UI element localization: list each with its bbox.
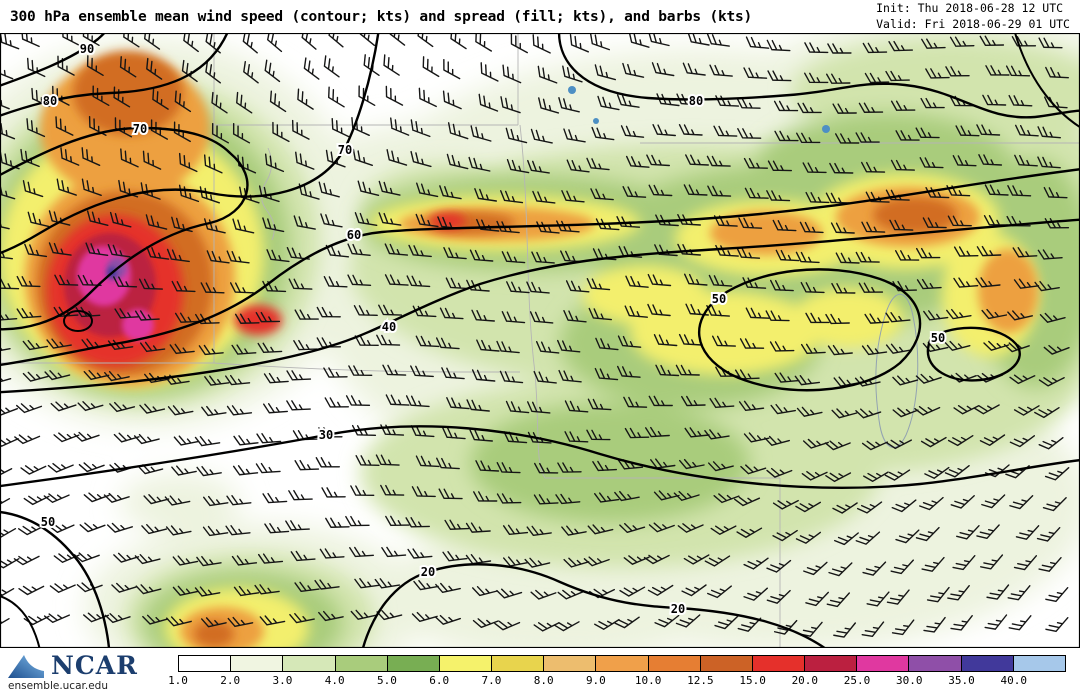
contour-label: 70 — [133, 122, 147, 136]
colorbar-tick-label: 9.0 — [585, 674, 606, 687]
header: 300 hPa ensemble mean wind speed (contou… — [0, 0, 1080, 33]
colorbar-tick-label: 3.0 — [272, 674, 293, 687]
colorbar-segment — [857, 656, 910, 671]
colorbar-tick-label: 20.0 — [791, 674, 819, 687]
colorbar-segment — [700, 656, 753, 671]
product-title: 300 hPa ensemble mean wind speed (contou… — [10, 8, 753, 25]
contour-label: 80 — [43, 94, 57, 108]
valid-time: Valid: Fri 2018-06-29 01 UTC — [876, 16, 1070, 31]
colorbar-segment — [596, 656, 649, 671]
colorbar-segment — [492, 656, 545, 671]
colorbar — [178, 655, 1066, 672]
colorbar-segment — [909, 656, 962, 671]
colorbar-segment — [805, 656, 858, 671]
footer: NCAR ensemble.ucar.edu 1.0 2.0 3.0 4.0 5.0 6.… — [0, 648, 1080, 693]
colorbar-labels: 1.0 2.0 3.0 4.0 5.0 6.0 7.0 8.0 9.0 10.0 12.5 15.0 2… — [168, 674, 1066, 687]
colorbar-tick-label: 25.0 — [843, 674, 871, 687]
init-time: Init: Thu 2018-06-28 12 UTC — [876, 0, 1064, 15]
map-area: 90 80 70 70 80 60 50 50 40 30 50 20 20 — [0, 33, 1080, 648]
colorbar-segment — [179, 656, 232, 671]
colorbar-tick-label: 12.5 — [687, 674, 714, 687]
run-times: Init: Thu 2018-06-28 12 UTC Valid: Fri 2… — [876, 1, 1070, 32]
contour-label: 50 — [41, 515, 55, 529]
colorbar-segment — [387, 656, 440, 671]
contour-label: 20 — [671, 602, 685, 616]
colorbar-tick-label: 5.0 — [377, 674, 397, 687]
contour-label: 50 — [712, 292, 726, 306]
colorbar-segment — [335, 656, 388, 671]
colorbar-segment — [439, 656, 493, 671]
colorbar-tick-label: 35.0 — [948, 674, 975, 687]
weather-map-svg: 90 80 70 70 80 60 50 50 40 30 50 20 20 — [0, 33, 1080, 648]
colorbar-tick-label: 6.0 — [429, 674, 450, 687]
colorbar-segment — [231, 656, 284, 671]
contour-label: 60 — [347, 228, 361, 242]
contour-lines — [0, 33, 1080, 648]
colorbar-segment — [544, 656, 597, 671]
contour-label: 70 — [338, 143, 352, 157]
colorbar-block: 1.0 2.0 3.0 4.0 5.0 6.0 7.0 8.0 9.0 10.0 12.5 15.0 2… — [168, 651, 1066, 687]
contour-label: 30 — [319, 428, 333, 442]
colorbar-tick-label: 1.0 — [168, 674, 188, 687]
colorbar-tick-label: 8.0 — [533, 674, 554, 687]
colorbar-segment — [1013, 656, 1065, 671]
ncar-branding: NCAR ensemble.ucar.edu — [6, 651, 164, 692]
contour-label: 50 — [931, 331, 945, 345]
contour-label: 90 — [80, 42, 94, 56]
colorbar-segment — [961, 656, 1014, 671]
colorbar-segment — [752, 656, 806, 671]
colorbar-tick-label: 40.0 — [1000, 674, 1028, 687]
contour-labels: 90 80 70 70 80 60 50 50 40 30 50 20 20 — [39, 40, 947, 618]
colorbar-tick-label: 7.0 — [481, 674, 502, 687]
colorbar-tick-label: 4.0 — [324, 674, 345, 687]
ensemble-url-link[interactable]: ensemble.ucar.edu — [8, 680, 108, 692]
contour-label: 40 — [382, 320, 396, 334]
contour-label: 20 — [421, 565, 435, 579]
colorbar-tick-label: 30.0 — [896, 674, 923, 687]
contour-label: 80 — [689, 94, 703, 108]
colorbar-tick-label: 2.0 — [220, 674, 241, 687]
ncar-logo-icon — [8, 654, 44, 678]
colorbar-segment — [648, 656, 701, 671]
colorbar-segment — [283, 656, 336, 671]
colorbar-tick-label: 10.0 — [634, 674, 662, 687]
ncar-logo-text: NCAR — [51, 651, 138, 680]
colorbar-tick-label: 15.0 — [739, 674, 766, 687]
